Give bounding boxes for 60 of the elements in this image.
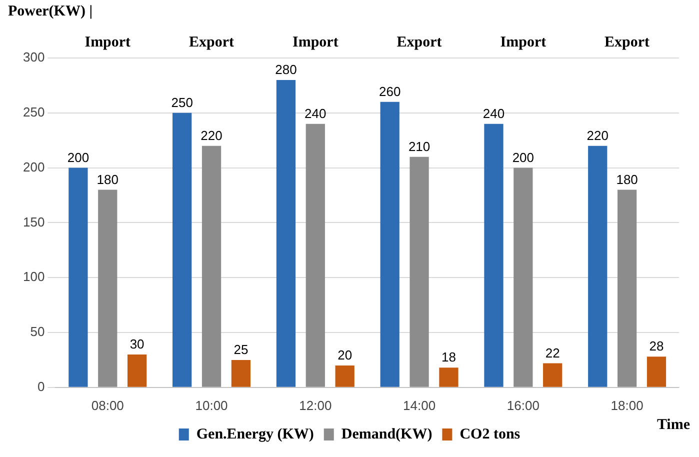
data-label: 20 [338, 348, 352, 363]
x-axis-title: Time [656, 416, 690, 433]
y-tick-label: 50 [30, 324, 45, 340]
bar [172, 112, 192, 387]
bar [276, 80, 296, 387]
text: Import [292, 34, 338, 50]
x-tick-label: 18:00 [610, 398, 644, 413]
legend-label: CO2 tons [460, 426, 520, 442]
data-label: 18 [441, 350, 456, 365]
bar [543, 363, 562, 387]
data-label: 28 [649, 338, 664, 354]
bar [484, 124, 504, 387]
y-tick-label: 300 [22, 50, 45, 65]
bar [128, 354, 147, 387]
data-label: 200 [512, 150, 534, 165]
data-label: 260 [379, 84, 401, 99]
text: Import [500, 34, 546, 50]
data-label: 30 [130, 336, 144, 352]
x-tick-label: 10:00 [195, 398, 228, 413]
bar [202, 146, 222, 387]
data-label: 180 [616, 172, 638, 187]
y-tick-label: 200 [22, 159, 45, 174]
data-label: 220 [200, 128, 222, 143]
x-tick-label: 16:00 [506, 398, 540, 413]
data-label: 22 [545, 345, 560, 360]
data-label: 200 [67, 150, 90, 165]
y-tick-label: 250 [22, 104, 45, 120]
bar [410, 156, 429, 387]
y-tick-label: 100 [22, 269, 45, 284]
bar [439, 368, 458, 387]
x-tick-label: 14:00 [403, 398, 436, 413]
bar [98, 190, 118, 387]
bar [68, 168, 88, 387]
text: Export [396, 34, 442, 50]
legend-label: Gen.Energy (KW) [196, 426, 314, 442]
bar [514, 168, 533, 387]
bar [380, 102, 400, 387]
text: Import [84, 34, 131, 50]
x-tick-label: 12:00 [299, 398, 332, 413]
data-label: 25 [234, 342, 248, 358]
x-tick-label: 08:00 [91, 398, 124, 413]
data-label: 180 [96, 172, 118, 187]
data-label: 280 [275, 62, 297, 78]
data-label: 220 [586, 128, 608, 143]
data-label: 210 [408, 138, 430, 154]
bar [306, 124, 325, 387]
bar [588, 146, 608, 387]
y-tick-label: 0 [37, 378, 45, 394]
text: Export [604, 34, 650, 50]
data-label: 250 [171, 94, 193, 110]
text: Export [189, 34, 234, 50]
data-label: 240 [304, 106, 326, 121]
bar [335, 365, 354, 387]
bar [617, 190, 637, 387]
bar [646, 356, 666, 387]
data-label: 240 [482, 106, 505, 121]
legend-label: Demand(KW) [341, 426, 432, 442]
y-axis-title: Power(KW) | [8, 3, 93, 20]
y-tick-label: 150 [22, 214, 45, 230]
bar [231, 360, 251, 387]
